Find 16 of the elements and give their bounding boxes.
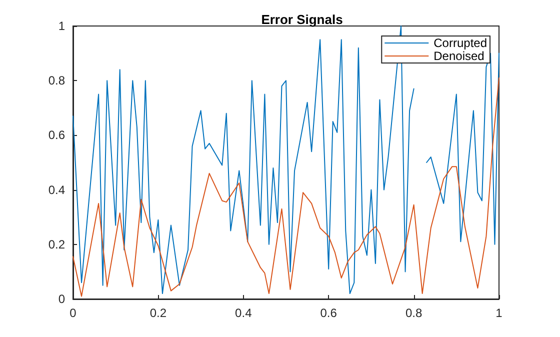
y-tick-label: 0.4: [48, 182, 66, 197]
x-tick-label: 0.2: [150, 306, 167, 320]
y-tick-label: 0.8: [48, 74, 66, 88]
y-tick-label: 0: [58, 292, 66, 306]
chart-title: Error Signals: [261, 12, 343, 27]
y-tick-label: 1: [58, 19, 66, 33]
y-tick-label: 0.2: [48, 237, 66, 252]
x-tick-label: 0.4: [235, 306, 252, 320]
x-tick-label: 0.6: [320, 306, 338, 320]
legend-label: Denoised: [434, 49, 484, 63]
x-tick-label: 1: [496, 306, 503, 320]
legend-label: Corrupted: [434, 36, 488, 50]
line-series: [72, 77, 500, 297]
y-tick-label: 0.6: [48, 128, 66, 142]
x-tick-label: 0.8: [405, 306, 422, 320]
x-tick-label: 0: [70, 306, 77, 320]
